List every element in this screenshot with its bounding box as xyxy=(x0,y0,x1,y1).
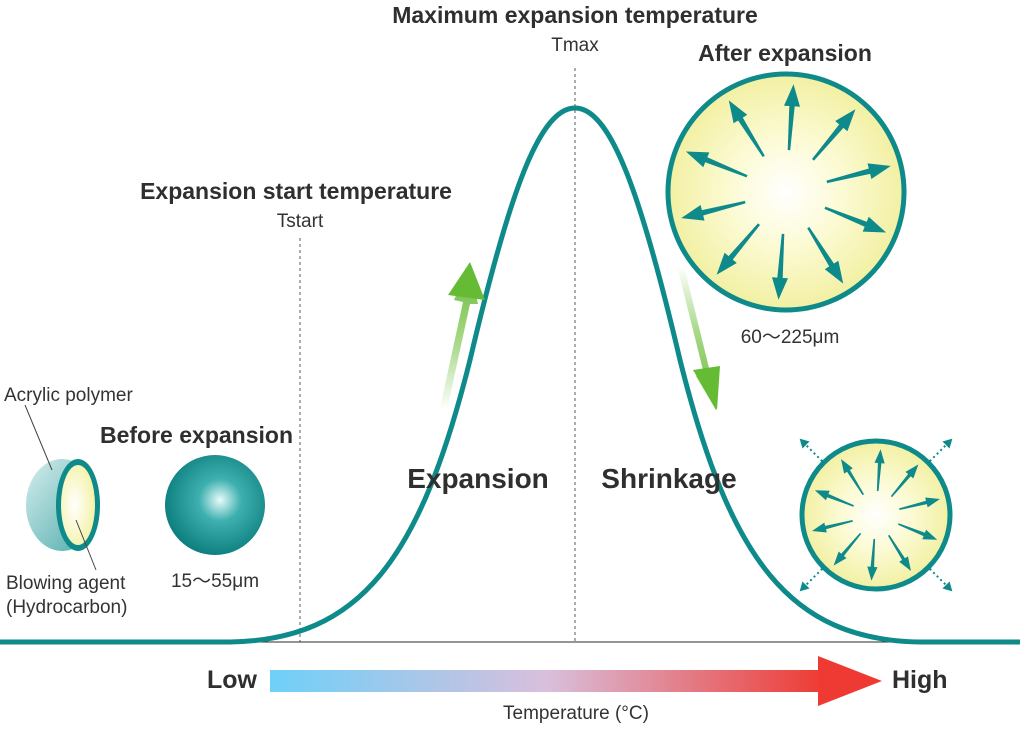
acrylic-polymer-leader xyxy=(24,404,53,471)
after-expansion-sphere xyxy=(665,71,907,313)
after-expansion-size: 60～225μm xyxy=(740,327,840,348)
dotted-outward-arrow-icon xyxy=(799,581,810,592)
expand-arrow-icon xyxy=(833,532,862,566)
temperature-axis-label: Temperature (°C) xyxy=(503,703,649,724)
expand-arrow-icon xyxy=(812,109,856,161)
dotted-outward-arrow-icon xyxy=(803,568,823,588)
low-label: Low xyxy=(207,666,257,694)
tstart-symbol: Tstart xyxy=(276,211,324,232)
expansion-arrow-icon xyxy=(426,262,485,410)
tmax-heading: Maximum expansion temperature xyxy=(392,2,758,28)
tstart-heading: Expansion start temperature xyxy=(140,178,452,204)
expand-arrow-icon xyxy=(841,459,864,496)
tmax-symbol: Tmax xyxy=(551,35,599,56)
shrinkage-label: Shrinkage xyxy=(601,463,737,494)
dotted-outward-arrow-icon xyxy=(942,438,953,449)
expand-arrow-icon xyxy=(874,449,885,492)
expand-arrow-icon xyxy=(890,464,919,498)
shrunk-sphere xyxy=(799,438,953,592)
expansion-label: Expansion xyxy=(407,463,549,494)
capsule-cross-section xyxy=(26,459,100,551)
acrylic-polymer-label: Acrylic polymer xyxy=(4,385,133,406)
expand-arrow-icon xyxy=(814,490,854,507)
dotted-outward-arrow-icon xyxy=(799,438,810,449)
dotted-outward-arrow-icon xyxy=(942,581,953,592)
blowing-agent-leader xyxy=(75,519,97,571)
expand-arrow-icon xyxy=(728,100,765,157)
expand-arrow-icon xyxy=(716,223,760,275)
shrink-arrow-icon xyxy=(670,266,720,410)
expand-arrow-icon xyxy=(888,534,911,571)
blowing-agent-sub-label: (Hydrocarbon) xyxy=(6,597,128,618)
expansion-curve xyxy=(0,105,1020,645)
dotted-outward-arrow-icon xyxy=(803,442,823,462)
dotted-outward-arrow-icon xyxy=(929,442,949,462)
after-expansion-arrows xyxy=(681,84,891,300)
shrunk-sphere-arrows xyxy=(812,449,940,581)
expand-arrow-icon xyxy=(824,206,887,233)
after-expansion-heading: After expansion xyxy=(698,40,872,66)
expand-arrow-icon xyxy=(681,200,746,221)
expand-arrow-icon xyxy=(826,163,891,184)
expand-arrow-icon xyxy=(867,538,878,581)
expand-arrow-icon xyxy=(772,233,788,300)
expand-arrow-icon xyxy=(784,84,800,151)
temperature-gradient-arrow xyxy=(270,656,882,706)
expand-arrow-icon xyxy=(899,497,940,510)
before-expansion-size: 15～55μm xyxy=(170,571,260,592)
high-label: High xyxy=(892,666,948,694)
before-expansion-heading: Before expansion xyxy=(100,422,293,448)
dotted-outward-arrow-icon xyxy=(799,438,953,592)
expand-arrow-icon xyxy=(685,151,748,178)
blowing-agent-label: Blowing agent xyxy=(6,573,126,594)
expand-arrow-icon xyxy=(898,523,938,540)
expand-arrow-icon xyxy=(807,227,844,284)
expand-arrow-icon xyxy=(812,520,853,533)
before-expansion-sphere xyxy=(165,455,265,555)
dotted-outward-arrow-icon xyxy=(929,568,949,588)
